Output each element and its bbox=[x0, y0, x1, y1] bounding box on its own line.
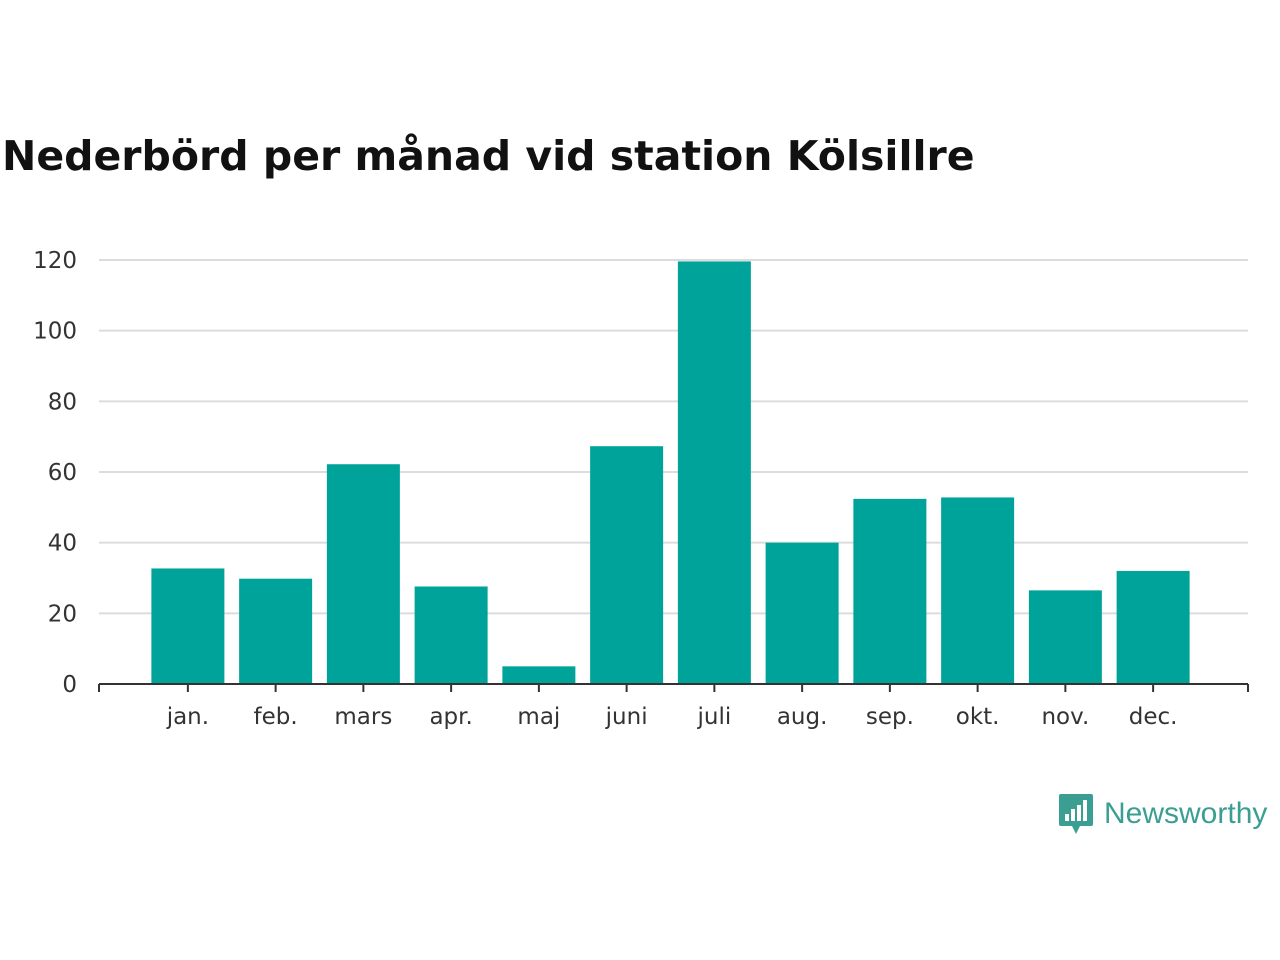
chart-title: Nederbörd per månad vid station Kölsillr… bbox=[2, 132, 975, 180]
bars bbox=[151, 261, 1190, 684]
bar-maj bbox=[502, 666, 576, 684]
bar-aug bbox=[765, 542, 839, 684]
x-tick-label: jan. bbox=[166, 704, 209, 730]
bar-nov bbox=[1028, 590, 1102, 684]
bar-jan bbox=[151, 568, 225, 684]
y-tick-label: 120 bbox=[33, 248, 77, 274]
x-tick-label: mars bbox=[334, 704, 392, 730]
bar-feb bbox=[239, 578, 313, 684]
y-axis-ticks: 0 20 40 60 80 100 120 bbox=[33, 248, 77, 698]
bar-juni bbox=[590, 446, 664, 684]
newsworthy-logo: Newsworthy bbox=[1058, 792, 1267, 836]
x-tick-label: nov. bbox=[1041, 704, 1089, 730]
x-tick-label: apr. bbox=[429, 704, 472, 730]
y-tick-label: 0 bbox=[62, 672, 77, 698]
x-tick-label: feb. bbox=[254, 704, 298, 730]
y-tick-label: 100 bbox=[33, 319, 77, 345]
y-tick-label: 80 bbox=[48, 389, 77, 415]
bar-juli bbox=[677, 261, 751, 684]
x-tick-label: maj bbox=[517, 704, 560, 730]
y-tick-label: 20 bbox=[48, 601, 77, 627]
bar-okt bbox=[941, 497, 1015, 684]
x-tick-label: sep. bbox=[866, 704, 914, 730]
y-tick-label: 40 bbox=[48, 531, 77, 557]
x-tick-label: juli bbox=[697, 704, 732, 730]
brand-name: Newsworthy bbox=[1104, 797, 1268, 830]
gridlines bbox=[99, 259, 1248, 615]
x-axis bbox=[98, 683, 1249, 692]
x-tick-label: dec. bbox=[1129, 704, 1178, 730]
y-tick-label: 60 bbox=[48, 460, 77, 486]
bar-dec bbox=[1116, 570, 1190, 684]
x-axis-ticks: jan. feb. mars apr. maj juni juli aug. sep. okt. n… bbox=[166, 704, 1178, 730]
x-tick-label: aug. bbox=[777, 704, 828, 730]
bar-sep bbox=[853, 498, 927, 684]
x-tick-label: okt. bbox=[956, 704, 1000, 730]
x-tick-label: juni bbox=[605, 704, 648, 730]
bar-mars bbox=[326, 464, 400, 684]
newsworthy-logo-icon bbox=[1059, 794, 1093, 834]
bar-apr bbox=[414, 586, 488, 684]
